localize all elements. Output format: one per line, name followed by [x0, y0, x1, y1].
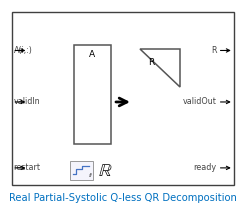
Polygon shape: [140, 49, 180, 87]
Text: Real Partial-Systolic Q-less QR Decomposition: Real Partial-Systolic Q-less QR Decompos…: [9, 193, 237, 203]
Text: ready: ready: [193, 163, 216, 172]
Text: restart: restart: [14, 163, 41, 172]
Text: R: R: [211, 46, 216, 55]
Text: A(i,:): A(i,:): [14, 46, 32, 55]
Text: validIn: validIn: [14, 97, 40, 107]
Text: $\mathbb{R}$: $\mathbb{R}$: [98, 162, 113, 180]
Text: A: A: [89, 50, 95, 59]
Bar: [74, 45, 111, 144]
Text: R: R: [148, 58, 154, 67]
Text: fi: fi: [89, 173, 92, 178]
Text: validOut: validOut: [183, 97, 216, 107]
Bar: [12, 12, 234, 185]
Bar: [70, 161, 93, 180]
